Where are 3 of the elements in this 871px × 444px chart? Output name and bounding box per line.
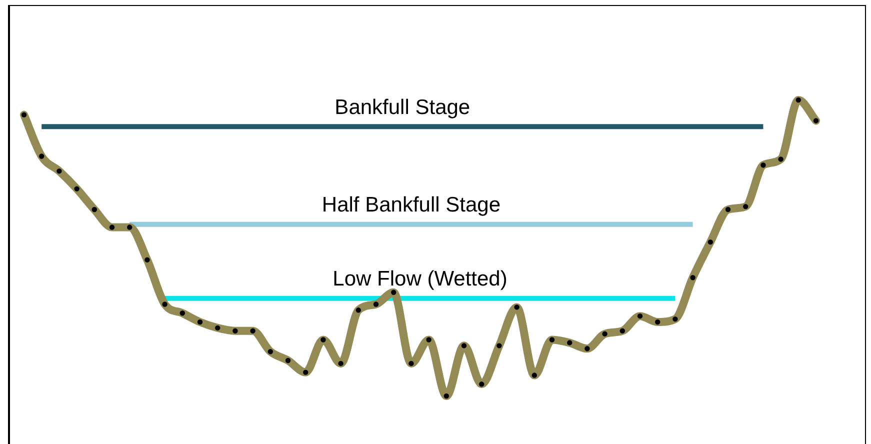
series-label: Bankfull Stage <box>334 96 470 119</box>
series-label: Half Bankfull Stage <box>322 194 501 217</box>
series-label: Low Flow (Wetted) <box>332 268 508 291</box>
